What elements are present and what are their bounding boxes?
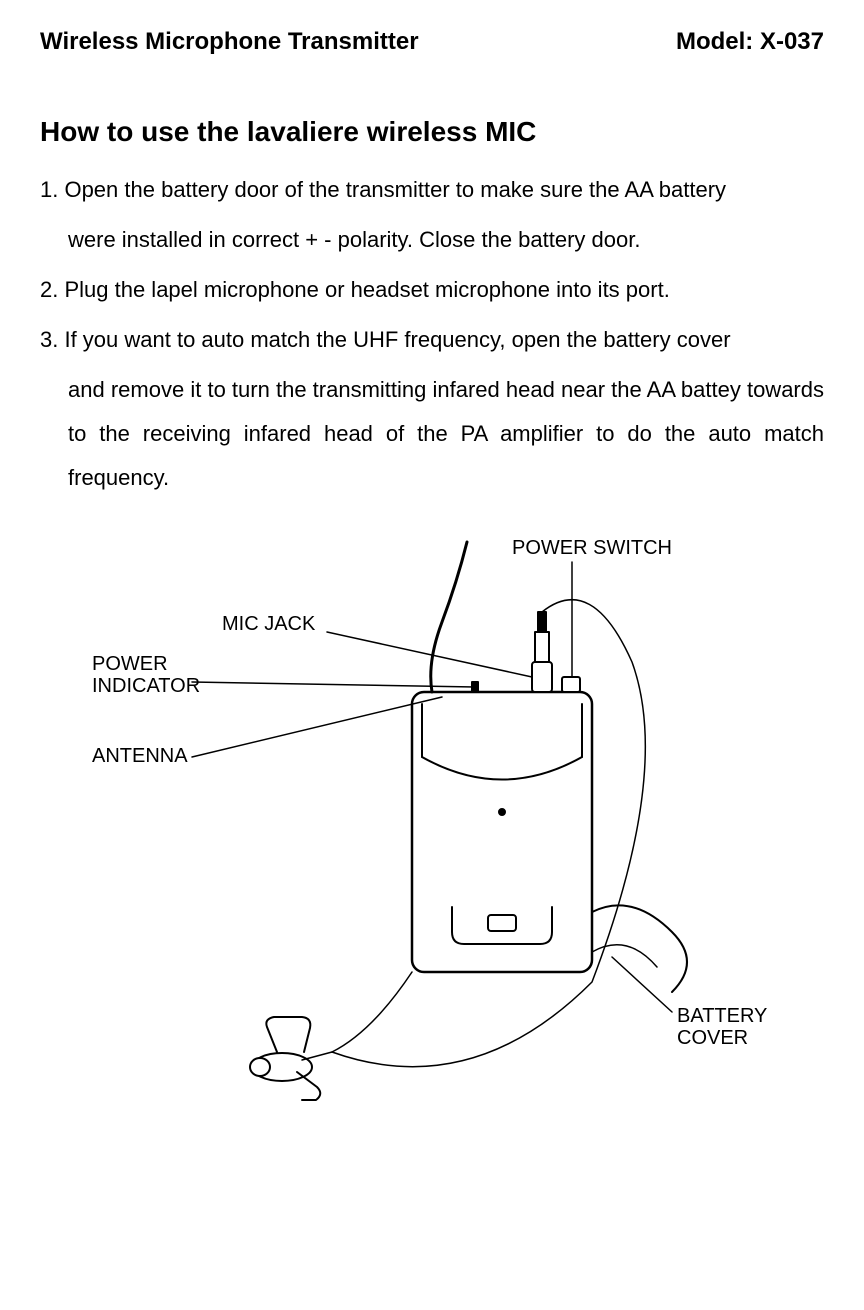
step-3-cont: and remove it to turn the transmitting i… (40, 368, 824, 500)
step-2: 2. Plug the lapel microphone or headset … (40, 268, 824, 312)
step-3-line-1: 3. If you want to auto match the UHF fre… (40, 318, 824, 362)
label-power-indicator: POWER INDICATOR (92, 653, 200, 697)
section-title: How to use the lavaliere wireless MIC (40, 116, 824, 148)
label-battery-cover: BATTERY COVER (677, 1005, 773, 1049)
label-power-switch: POWER SWITCH (512, 537, 672, 559)
label-mic-jack: MIC JACK (222, 613, 316, 635)
step-1-line-2: were installed in correct + - polarity. … (40, 218, 824, 262)
doc-title: Wireless Microphone Transmitter (40, 28, 419, 56)
transmitter-diagram: POWER SWITCH MIC JACK POWER INDICATOR AN… (72, 512, 792, 1112)
doc-model: Model: X-037 (676, 28, 824, 56)
label-antenna: ANTENNA (92, 745, 188, 767)
step-1-line-1: 1. Open the battery door of the transmit… (40, 168, 824, 212)
